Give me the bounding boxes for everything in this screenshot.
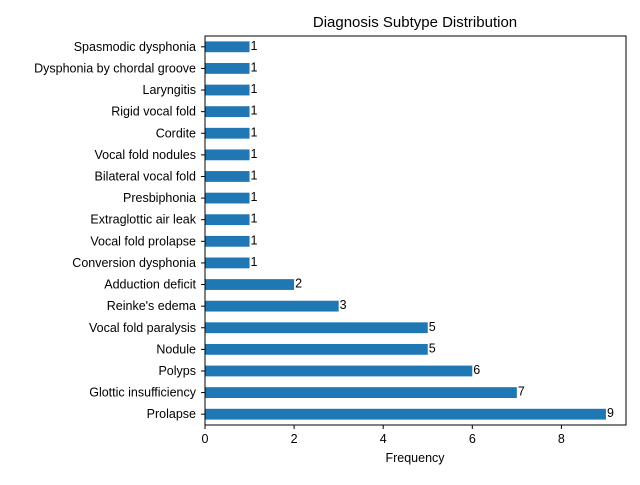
bar [205, 192, 250, 204]
x-tick-label: 0 [202, 432, 209, 446]
data-label: 1 [251, 147, 258, 161]
data-label: 1 [251, 190, 258, 204]
y-tick-label: Reinke's edema [107, 299, 196, 313]
y-tick-label: Adduction deficit [104, 278, 196, 292]
x-tick-label: 2 [291, 432, 298, 446]
x-ticks: 0 2 4 6 8 [202, 425, 565, 446]
bar [205, 149, 250, 161]
bar [205, 408, 606, 420]
y-tick-label: Vocal fold nodules [95, 148, 196, 162]
x-tick-label: 8 [558, 432, 565, 446]
data-label: 5 [429, 341, 436, 355]
y-tick-label: Conversion dysphonia [72, 256, 196, 270]
y-tick-label: Dysphonia by chordal groove [34, 61, 196, 75]
bar [205, 63, 250, 74]
data-label: 1 [251, 104, 258, 118]
data-label: 1 [251, 168, 258, 182]
data-label: 9 [607, 406, 614, 420]
data-label: 1 [251, 39, 258, 53]
y-tick-label: Vocal fold prolapse [90, 234, 196, 248]
bar [205, 235, 250, 247]
data-label: 1 [251, 233, 258, 247]
data-label: 3 [340, 298, 347, 312]
y-tick-label: Laryngitis [143, 83, 197, 97]
y-tick-label: Glottic insufficiency [89, 386, 197, 400]
chart-title: Diagnosis Subtype Distribution [313, 14, 517, 31]
y-tick-label: Prolapse [147, 407, 196, 421]
data-label: 1 [251, 255, 258, 269]
data-label: 1 [251, 212, 258, 226]
data-label: 6 [473, 363, 480, 377]
data-label: 1 [251, 82, 258, 96]
y-tick-label: Bilateral vocal fold [95, 169, 196, 183]
bar [205, 365, 473, 377]
y-tick-labels: Prolapse Glottic insufficiency Polyps Nodul… [34, 40, 205, 421]
y-tick-label: Polyps [158, 364, 196, 378]
data-label: 5 [429, 320, 436, 334]
bar [205, 300, 339, 312]
y-tick-label: Presbiphonia [123, 191, 196, 205]
bar [205, 279, 295, 290]
x-tick-label: 6 [469, 432, 476, 446]
bar [205, 171, 250, 182]
plot-frame [204, 35, 627, 426]
y-tick-label: Vocal fold paralysis [89, 321, 196, 335]
data-label: 1 [251, 60, 258, 74]
data-label: 7 [518, 385, 525, 399]
y-tick-label: Spasmodic dysphonia [74, 40, 196, 54]
bar [205, 214, 250, 226]
bar [205, 387, 517, 398]
x-axis-label: Frequency [385, 451, 445, 465]
y-tick-label: Nodule [156, 342, 196, 356]
bars-layer [205, 41, 606, 420]
bar [205, 343, 428, 355]
axes-frame [204, 35, 627, 426]
bar [205, 106, 250, 118]
data-label: 2 [295, 277, 302, 291]
y-tick-label: Extraglottic air leak [90, 213, 196, 227]
y-tick-label: Cordite [156, 126, 196, 140]
bar [205, 257, 250, 269]
bar [205, 127, 250, 139]
bar [205, 41, 250, 53]
data-label: 1 [251, 125, 258, 139]
x-tick-label: 4 [380, 432, 387, 446]
data-labels: 9 7 6 5 5 3 2 1 1 1 1 1 1 1 1 1 1 1 [251, 39, 614, 420]
bar [205, 84, 250, 96]
bar [205, 322, 428, 334]
y-tick-label: Rigid vocal fold [111, 105, 196, 119]
